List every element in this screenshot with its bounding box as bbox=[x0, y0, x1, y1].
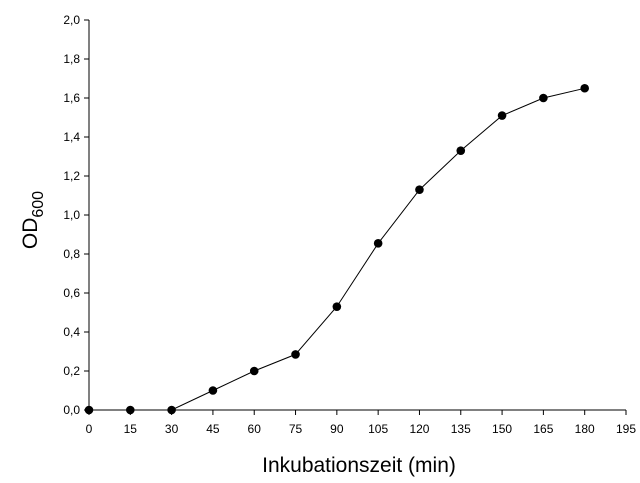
x-tick-label: 180 bbox=[575, 422, 595, 436]
y-axis-title-main: OD bbox=[19, 218, 42, 250]
y-tick-label: 1,8 bbox=[63, 52, 80, 66]
x-tick-label: 0 bbox=[86, 422, 93, 436]
x-tick-label: 75 bbox=[289, 422, 303, 436]
data-point bbox=[84, 405, 94, 415]
data-point bbox=[332, 302, 342, 311]
x-tick-label: 135 bbox=[451, 422, 471, 436]
data-point bbox=[373, 238, 383, 248]
x-tick-label: 30 bbox=[165, 422, 179, 436]
y-axis-title: OD600 bbox=[19, 191, 47, 249]
data-point bbox=[126, 405, 135, 415]
y-tick-label: 2,0 bbox=[63, 13, 80, 27]
x-tick-label: 105 bbox=[368, 422, 388, 436]
data-point bbox=[249, 366, 259, 376]
y-tick-label: 0,2 bbox=[63, 364, 80, 378]
x-tick-label: 165 bbox=[533, 422, 553, 436]
x-tick-label: 60 bbox=[248, 422, 262, 436]
x-tick-label: 120 bbox=[409, 422, 429, 436]
y-axis-ticks: 0,0 0,2 0,4 0,6 0,8 1,0 1,2 1,4 1,6 1,8 2,0 bbox=[63, 13, 89, 417]
data-point bbox=[580, 83, 589, 93]
data-point bbox=[208, 386, 218, 395]
y-tick-label: 1,6 bbox=[63, 91, 80, 105]
data-point bbox=[497, 111, 507, 120]
y-tick-label: 0,4 bbox=[63, 325, 80, 339]
y-tick-label: 1,0 bbox=[63, 208, 80, 222]
y-tick-label: 1,2 bbox=[63, 169, 80, 183]
data-point bbox=[291, 350, 300, 359]
x-axis-ticks: 0 15 30 45 60 75 90 105 120 135 150 165 180 195 bbox=[86, 410, 636, 436]
series-line bbox=[89, 87, 585, 411]
y-tick-label: 0,8 bbox=[63, 247, 80, 261]
x-tick-label: 45 bbox=[206, 422, 220, 436]
y-axis-title-subscript: 600 bbox=[30, 191, 47, 218]
y-tick-label: 0,6 bbox=[63, 286, 80, 300]
x-tick-label: 195 bbox=[616, 422, 636, 436]
series-polyline bbox=[89, 87, 585, 411]
data-point bbox=[539, 93, 548, 103]
y-tick-label: 0,0 bbox=[63, 403, 80, 417]
data-point bbox=[415, 185, 424, 194]
x-tick-label: 90 bbox=[330, 422, 344, 436]
x-tick-label: 150 bbox=[492, 422, 512, 436]
data-point bbox=[456, 146, 466, 155]
x-axis-title: Inkubationszeit (min) bbox=[262, 454, 456, 477]
x-tick-label: 15 bbox=[124, 422, 138, 436]
data-point bbox=[167, 405, 176, 415]
series-points bbox=[84, 83, 589, 415]
y-tick-label: 1,4 bbox=[63, 130, 80, 144]
